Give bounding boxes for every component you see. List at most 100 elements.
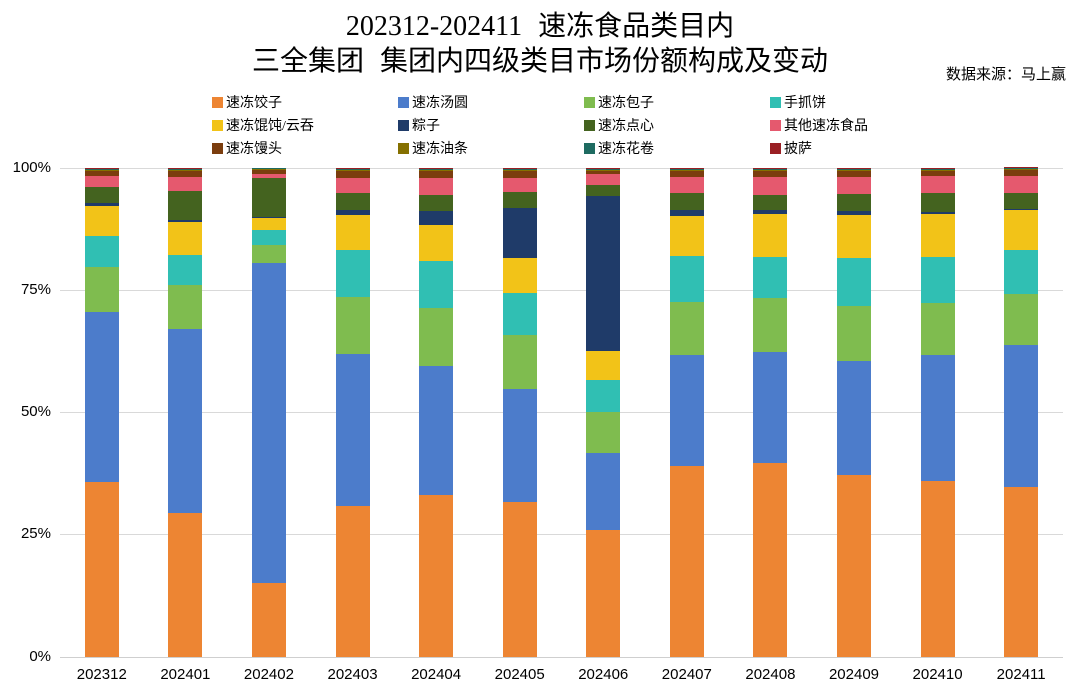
legend-label: 速冻花卷 [598, 142, 654, 157]
bar-segment [502, 501, 537, 657]
y-axis-label: 50% [20, 403, 51, 420]
legend-swatch [584, 142, 595, 154]
bar-segment [753, 214, 788, 258]
bar-segment [335, 214, 370, 251]
legend-label: 速冻馄饨/云吞 [226, 119, 314, 134]
bar-segment [920, 214, 955, 258]
bar-segment [586, 169, 621, 171]
bar-segment [84, 175, 119, 187]
bar-segment [669, 256, 704, 302]
bar-segment [836, 169, 871, 171]
legend-item: 速冻馒头 [212, 139, 398, 157]
bar-segment [84, 266, 119, 313]
bar-segment [586, 167, 621, 169]
chart-title: 202312-202411 速冻食品类目内 三全集团 集团内四级类目市场份额构成… [0, 9, 1080, 79]
bar-segment [419, 308, 454, 367]
bar-segment [753, 194, 788, 211]
bar-segment [84, 236, 119, 267]
bar-slot [311, 167, 395, 657]
bar-segment [168, 513, 203, 657]
legend-swatch [584, 96, 595, 108]
bar-segment [920, 355, 955, 482]
x-axis-label: 202404 [411, 666, 462, 683]
bar-segment [1004, 294, 1039, 346]
bar-segment [84, 481, 119, 657]
x-axis-label: 202408 [745, 666, 796, 683]
gridline [60, 534, 1063, 536]
bar-segment [84, 167, 119, 169]
bar-segment [836, 168, 871, 170]
stacked-bar-202312 [84, 167, 119, 657]
bar-segment [168, 168, 203, 170]
legend-swatch [398, 119, 409, 131]
data-source-note: 数据来源：马上赢 [945, 67, 1066, 83]
legend-label: 其他速冻食品 [784, 119, 868, 134]
bar-segment [920, 211, 955, 215]
bar-segment [335, 170, 370, 179]
bar-segment [753, 351, 788, 463]
bar-segment [168, 170, 203, 177]
bar-segment [1004, 249, 1039, 295]
stacked-bar-202404 [419, 167, 454, 657]
bar-segment [335, 192, 370, 211]
bar-slot [896, 167, 980, 657]
stacked-bar-202402 [251, 167, 286, 657]
gridline [60, 289, 1063, 291]
legend-item: 速冻点心 [584, 116, 770, 134]
chart-title-line2: 三全集团 集团内四级类目市场份额构成及变动 [251, 46, 828, 77]
bar-segment [1004, 169, 1039, 171]
bar-segment [502, 207, 537, 258]
bar-segment [669, 192, 704, 211]
y-axis-label: 100% [12, 158, 51, 176]
bar-segment [502, 178, 537, 193]
bar-segment [1004, 175, 1039, 193]
stacked-bar-202409 [836, 167, 871, 657]
x-axis-labels: 202312 202401 202402 202403 202404 202405 2024… [60, 666, 1063, 683]
x-axis-label: 202403 [327, 666, 378, 683]
bar-segment [335, 167, 370, 169]
bar-segment [335, 210, 370, 215]
bar-segment [335, 296, 370, 355]
bar-segment [502, 389, 537, 502]
bar-segment [836, 474, 871, 657]
gridline [60, 412, 1063, 413]
bar-segment [836, 170, 871, 177]
bar-segment [753, 257, 788, 298]
bar-segment [419, 194, 454, 211]
bar-segment [502, 257, 537, 294]
legend-label: 速冻点心 [598, 119, 654, 134]
chart-title-line1: 202312-202411 速冻食品类目内 [345, 11, 735, 42]
legend-item: 速冻饺子 [212, 93, 398, 111]
bar-segment [669, 466, 704, 657]
x-axis-label: 202312 [76, 666, 127, 683]
bar-segment [669, 210, 704, 216]
legend-label: 粽子 [412, 119, 440, 134]
legend-swatch [398, 96, 409, 108]
bar-segment [920, 257, 955, 304]
bar-segment [502, 334, 537, 390]
bar-segment [836, 210, 871, 215]
bar-segment [1004, 486, 1039, 657]
legend-label: 手抓饼 [784, 96, 826, 111]
legend-label: 速冻油条 [412, 142, 468, 157]
bar-segment [1004, 345, 1039, 487]
bar-slot [227, 167, 311, 657]
bar-segment [920, 175, 955, 193]
legend-label: 速冻饺子 [226, 96, 282, 111]
bar-segment [251, 218, 286, 231]
x-axis-label: 202411 [996, 666, 1046, 683]
bar-segment [168, 221, 203, 256]
bar-segment [251, 230, 286, 245]
legend-swatch [770, 142, 781, 154]
bar-segment [251, 168, 286, 170]
bar-segment [251, 244, 286, 264]
bar-segment [1004, 208, 1039, 211]
bar-segment [419, 170, 454, 179]
bar-segment [836, 257, 871, 306]
bar-segment [502, 168, 537, 170]
bar-segment [335, 354, 370, 506]
bar-segment [669, 215, 704, 257]
bar-slot [478, 167, 562, 657]
bar-segment [84, 186, 119, 204]
